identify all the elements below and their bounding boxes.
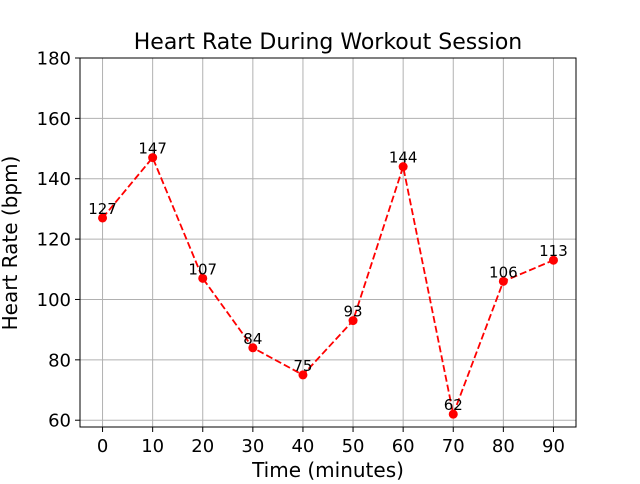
y-tick-label: 120 [37,230,71,251]
axes [79,57,577,428]
data-label: 144 [389,149,418,167]
y-tick-label: 60 [48,411,71,432]
data-label: 93 [344,303,363,321]
data-point [298,370,308,380]
data-point [398,162,408,172]
x-tick-label: 10 [141,436,164,457]
chart-title: Heart Rate During Workout Session [134,30,523,55]
data-point [148,153,158,163]
data-point [198,273,208,283]
data-markers [98,153,558,419]
y-tick-label: 160 [37,109,71,130]
x-tick-label: 0 [97,436,108,457]
data-point [548,255,558,265]
y-tick-label: 180 [37,49,71,70]
x-tick-label: 40 [291,436,314,457]
x-tick-label: 50 [342,436,365,457]
data-point [248,343,258,353]
data-point [498,276,508,286]
data-label: 62 [444,396,463,414]
data-label: 107 [188,260,217,278]
plot-area-frame [79,57,577,428]
x-tick-label: 30 [241,436,264,457]
y-tick-label: 80 [48,350,71,371]
x-tick-label: 70 [442,436,465,457]
x-tick-label: 20 [191,436,214,457]
y-tick-label: 140 [37,169,71,190]
data-point [348,316,358,326]
data-label: 106 [489,263,518,281]
data-label: 113 [539,242,568,260]
data-label: 75 [293,357,312,375]
tick-marks [75,57,554,432]
series-line [101,155,554,418]
tick-labels: 0 10 20 30 40 50 60 70 80 90 60 80 100 120 140 160 180 [37,49,565,458]
x-tick-label: 90 [542,436,565,457]
data-label: 127 [88,200,117,218]
data-label: 84 [243,330,262,348]
data-point [98,213,108,223]
x-tick-label: 60 [392,436,415,457]
y-tick-label: 100 [37,290,71,311]
y-axis-label: Heart Rate (bpm) [0,156,22,331]
x-tick-label: 80 [492,436,515,457]
x-axis-label: Time (minutes) [251,458,404,480]
series-line-layer [101,155,554,418]
data-labels: 127 147 107 84 75 93 144 62 106 113 [88,140,568,415]
data-point [448,409,458,419]
data-label: 147 [138,140,167,158]
